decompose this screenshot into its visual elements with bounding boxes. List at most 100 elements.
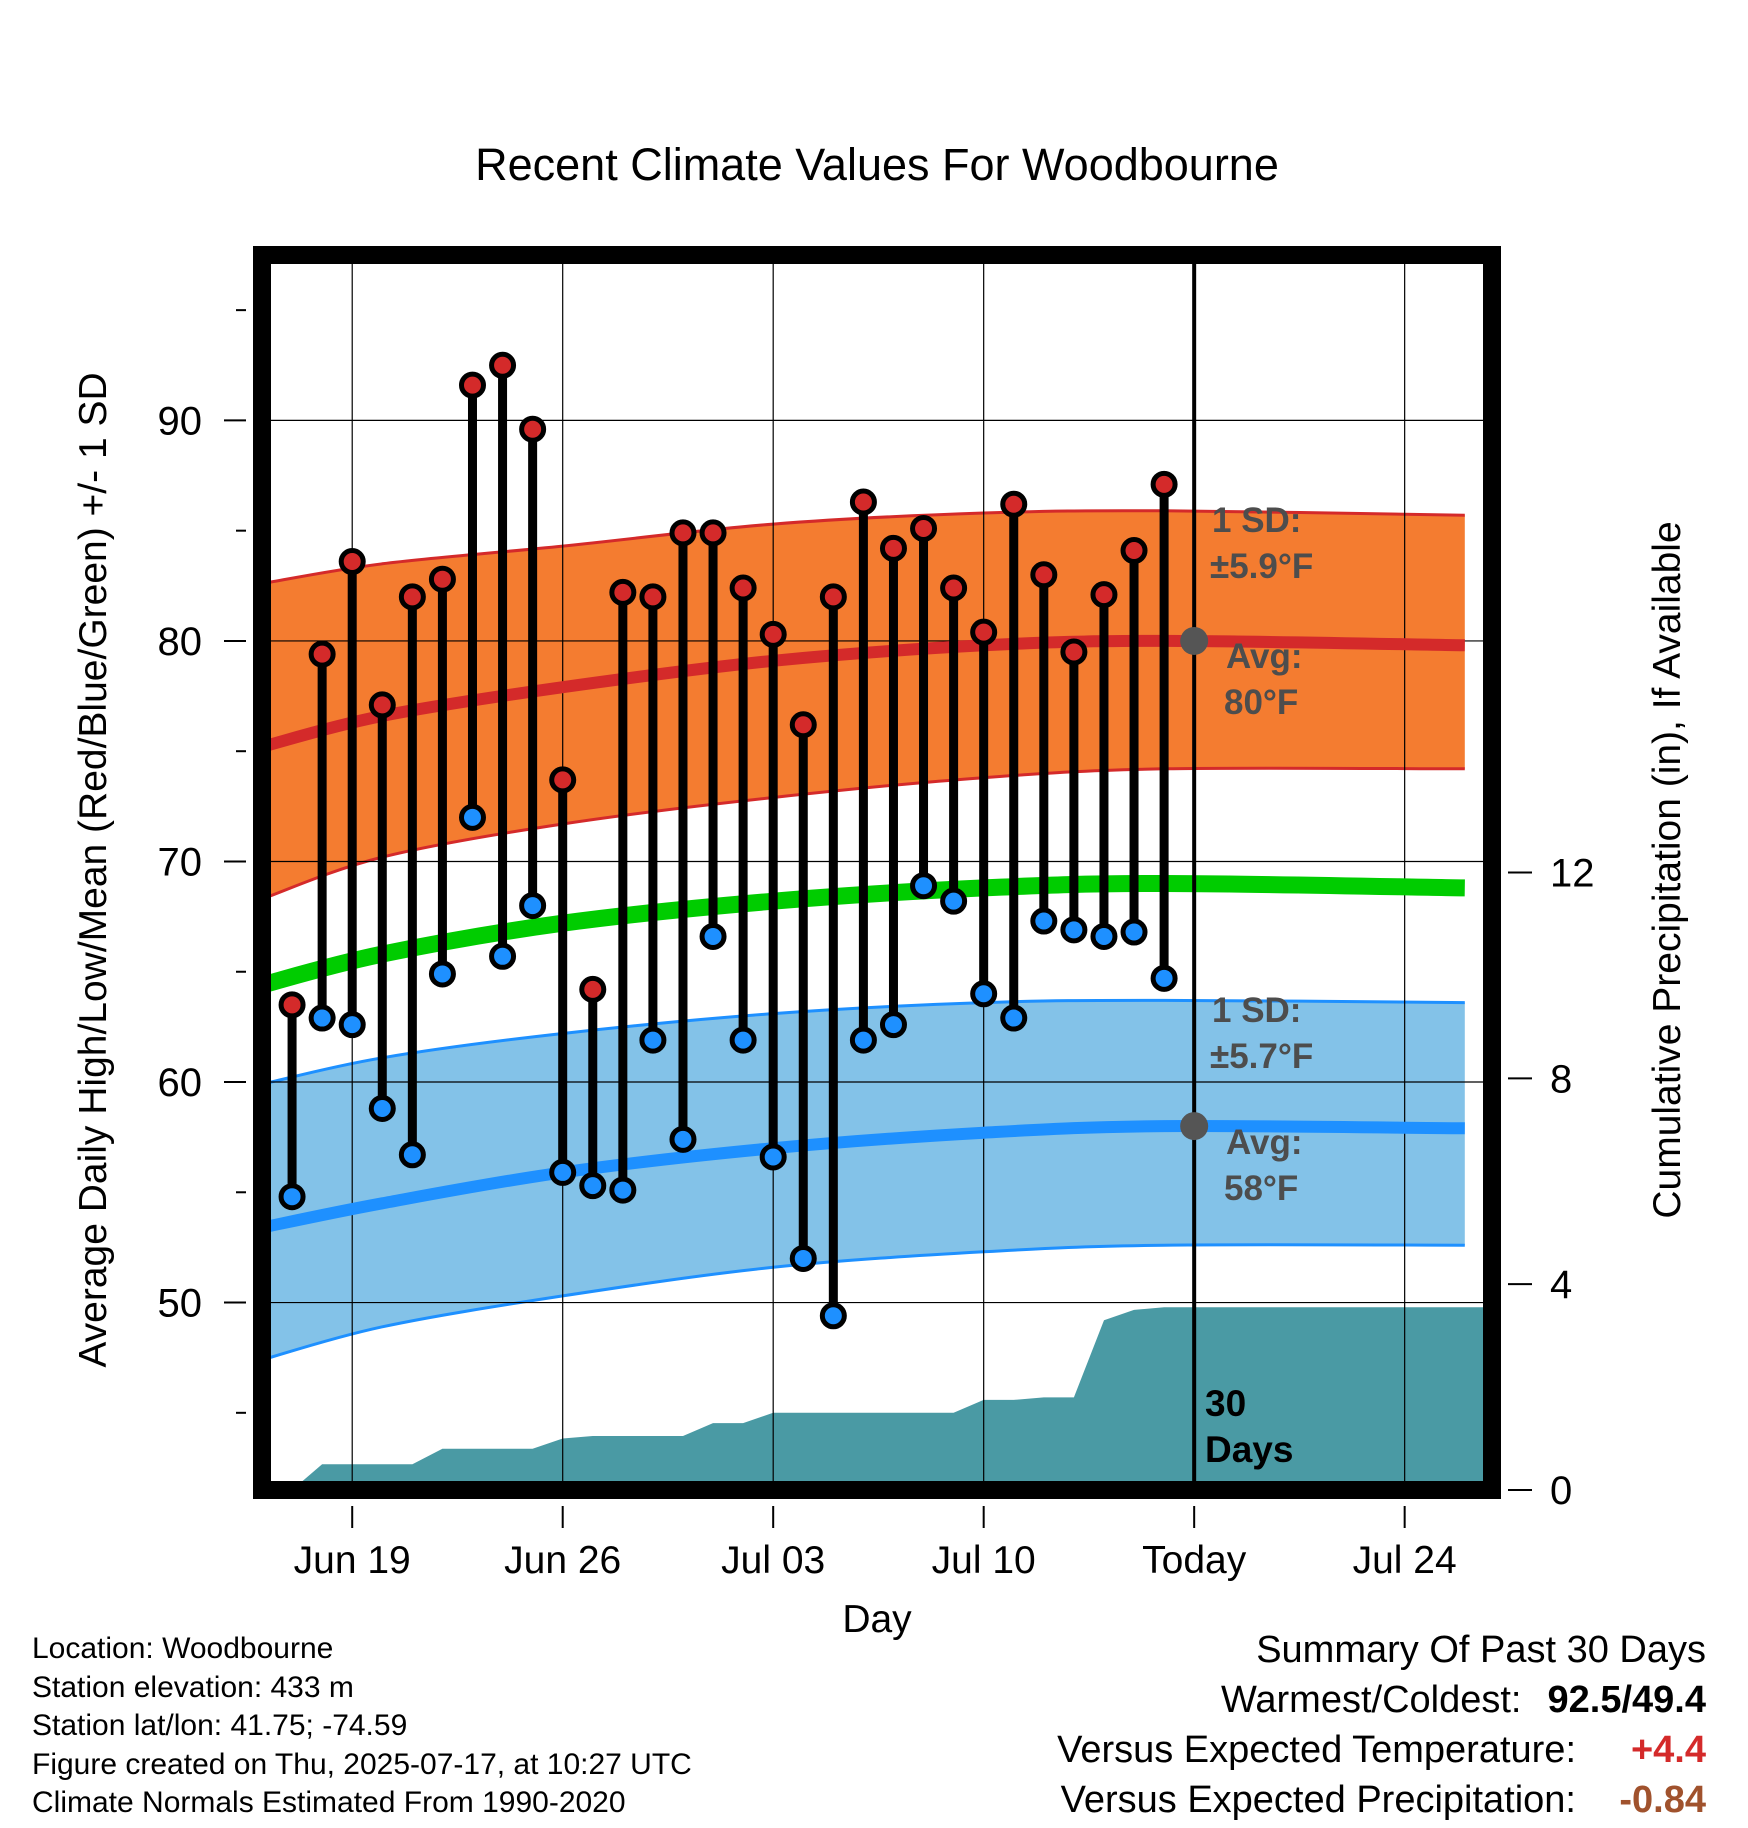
high-avg-value: 80°F bbox=[1224, 683, 1298, 722]
summary-panel: Summary Of Past 30 Days Warmest/Coldest:… bbox=[1057, 1625, 1706, 1825]
chart-title: Recent Climate Values For Woodbourne bbox=[475, 139, 1279, 190]
high-marker bbox=[940, 574, 968, 602]
annotations: 1 SD: ±5.9°F Avg: 80°F 1 SD: ±5.7°F Avg: 58°F bbox=[1210, 501, 1313, 1208]
y2-tick-label: 0 bbox=[1550, 1469, 1572, 1513]
precip-area bbox=[292, 1307, 1492, 1490]
y2-axis-label: Cumulative Precipitation (in), If Availa… bbox=[1646, 521, 1689, 1218]
high-marker bbox=[308, 640, 336, 668]
low-marker bbox=[549, 1158, 577, 1186]
high-marker bbox=[910, 514, 938, 542]
low-avg-value: 58°F bbox=[1224, 1169, 1298, 1208]
high-marker bbox=[669, 519, 697, 547]
high-marker bbox=[278, 991, 306, 1019]
low-marker bbox=[368, 1094, 396, 1122]
high-marker bbox=[458, 371, 486, 399]
high-marker bbox=[579, 975, 607, 1003]
high-marker bbox=[879, 534, 907, 562]
low-marker bbox=[398, 1141, 426, 1169]
high-avg-today-marker bbox=[1180, 626, 1209, 655]
low-marker bbox=[1030, 907, 1058, 935]
period-label: 30 Days bbox=[1205, 1383, 1293, 1470]
high-marker bbox=[549, 766, 577, 794]
high-marker bbox=[789, 711, 817, 739]
low-marker bbox=[940, 887, 968, 915]
x-tick-label: Jun 26 bbox=[504, 1539, 621, 1582]
high-marker bbox=[489, 351, 517, 379]
warm-cold-separator: / bbox=[1621, 1679, 1633, 1721]
high-avg-label: Avg: bbox=[1226, 637, 1302, 676]
low-marker bbox=[819, 1302, 847, 1330]
high-marker bbox=[1120, 537, 1148, 565]
high-marker bbox=[428, 565, 456, 593]
station-info: Location: Woodbourne Station elevation: … bbox=[32, 1630, 692, 1823]
x-tick-label: Jul 24 bbox=[1353, 1539, 1457, 1582]
warm-cold-label: Warmest/Coldest: bbox=[1220, 1679, 1522, 1721]
precip-anomaly-value: -0.84 bbox=[1619, 1779, 1706, 1821]
daily-stems bbox=[287, 365, 1169, 1316]
y-tick-label: 50 bbox=[158, 1282, 203, 1326]
high-marker bbox=[1150, 470, 1178, 498]
low-marker bbox=[278, 1183, 306, 1211]
high-sd-upper-line bbox=[262, 509, 1465, 586]
precip-label: Versus Expected Precipitation: bbox=[1060, 1779, 1576, 1821]
low-marker bbox=[338, 1011, 366, 1039]
high-marker bbox=[1060, 638, 1088, 666]
low-marker bbox=[489, 942, 517, 970]
summary-temp: Versus Expected Temperature: +4.4 bbox=[1057, 1725, 1706, 1775]
x-axis-label: Day bbox=[842, 1598, 912, 1641]
low-marker bbox=[970, 980, 998, 1008]
high-marker bbox=[609, 578, 637, 606]
y2-tick-label: 8 bbox=[1550, 1057, 1572, 1101]
low-marker bbox=[789, 1244, 817, 1272]
low-marker bbox=[759, 1143, 787, 1171]
temp-anomaly-value: +4.4 bbox=[1630, 1729, 1706, 1771]
summary-title: Summary Of Past 30 Days bbox=[1256, 1629, 1706, 1671]
plot-frame bbox=[253, 246, 1501, 1499]
warm-cold-values: 92.5/49.4 bbox=[1548, 1675, 1707, 1725]
low-avg-label: Avg: bbox=[1226, 1123, 1302, 1162]
normals-text: Climate Normals Estimated From 1990-2020 bbox=[32, 1786, 626, 1819]
low-avg-today-marker bbox=[1180, 1112, 1209, 1141]
low-marker bbox=[1090, 922, 1118, 950]
low-marker bbox=[669, 1125, 697, 1153]
high-sd-label: 1 SD: bbox=[1212, 501, 1301, 540]
period-unit: Days bbox=[1205, 1429, 1293, 1470]
x-tick-label: Jun 19 bbox=[294, 1539, 411, 1582]
low-marker bbox=[729, 1026, 757, 1054]
summary-warm-cold: Warmest/Coldest: 92.5/49.4 bbox=[1057, 1675, 1706, 1725]
y-tick-label: 60 bbox=[158, 1061, 203, 1105]
high-marker bbox=[368, 691, 396, 719]
y2-tick-label: 4 bbox=[1550, 1263, 1572, 1307]
y-tick-label: 90 bbox=[158, 399, 203, 443]
low-marker bbox=[1120, 918, 1148, 946]
right-axis: 0 4 8 12 bbox=[1508, 852, 1595, 1513]
low-sd-value: ±5.7°F bbox=[1210, 1037, 1313, 1076]
low-sd-label: 1 SD: bbox=[1212, 991, 1301, 1030]
high-marker bbox=[519, 415, 547, 443]
low-marker bbox=[458, 803, 486, 831]
high-marker bbox=[699, 519, 727, 547]
high-marker bbox=[398, 583, 426, 611]
period-number: 30 bbox=[1205, 1383, 1246, 1424]
summary-precip: Versus Expected Precipitation: -0.84 bbox=[1057, 1775, 1706, 1825]
high-marker bbox=[970, 618, 998, 646]
low-marker bbox=[910, 872, 938, 900]
low-marker bbox=[428, 960, 456, 988]
high-marker bbox=[759, 620, 787, 648]
low-marker bbox=[1150, 964, 1178, 992]
x-tick-label: Today bbox=[1142, 1539, 1247, 1582]
x-tick-label: Jul 03 bbox=[721, 1539, 825, 1582]
high-marker bbox=[338, 548, 366, 576]
low-marker bbox=[519, 892, 547, 920]
low-marker bbox=[699, 922, 727, 950]
low-marker bbox=[879, 1011, 907, 1039]
latlon-text: Station lat/lon: 41.75; -74.59 bbox=[32, 1709, 408, 1742]
high-sd-value: ±5.9°F bbox=[1210, 547, 1313, 586]
y-tick-label: 70 bbox=[158, 840, 203, 884]
low-marker bbox=[308, 1004, 336, 1032]
low-marker bbox=[1000, 1004, 1028, 1032]
temp-label: Versus Expected Temperature: bbox=[1057, 1729, 1576, 1771]
low-marker bbox=[849, 1026, 877, 1054]
elevation-text: Station elevation: 433 m bbox=[32, 1670, 354, 1704]
